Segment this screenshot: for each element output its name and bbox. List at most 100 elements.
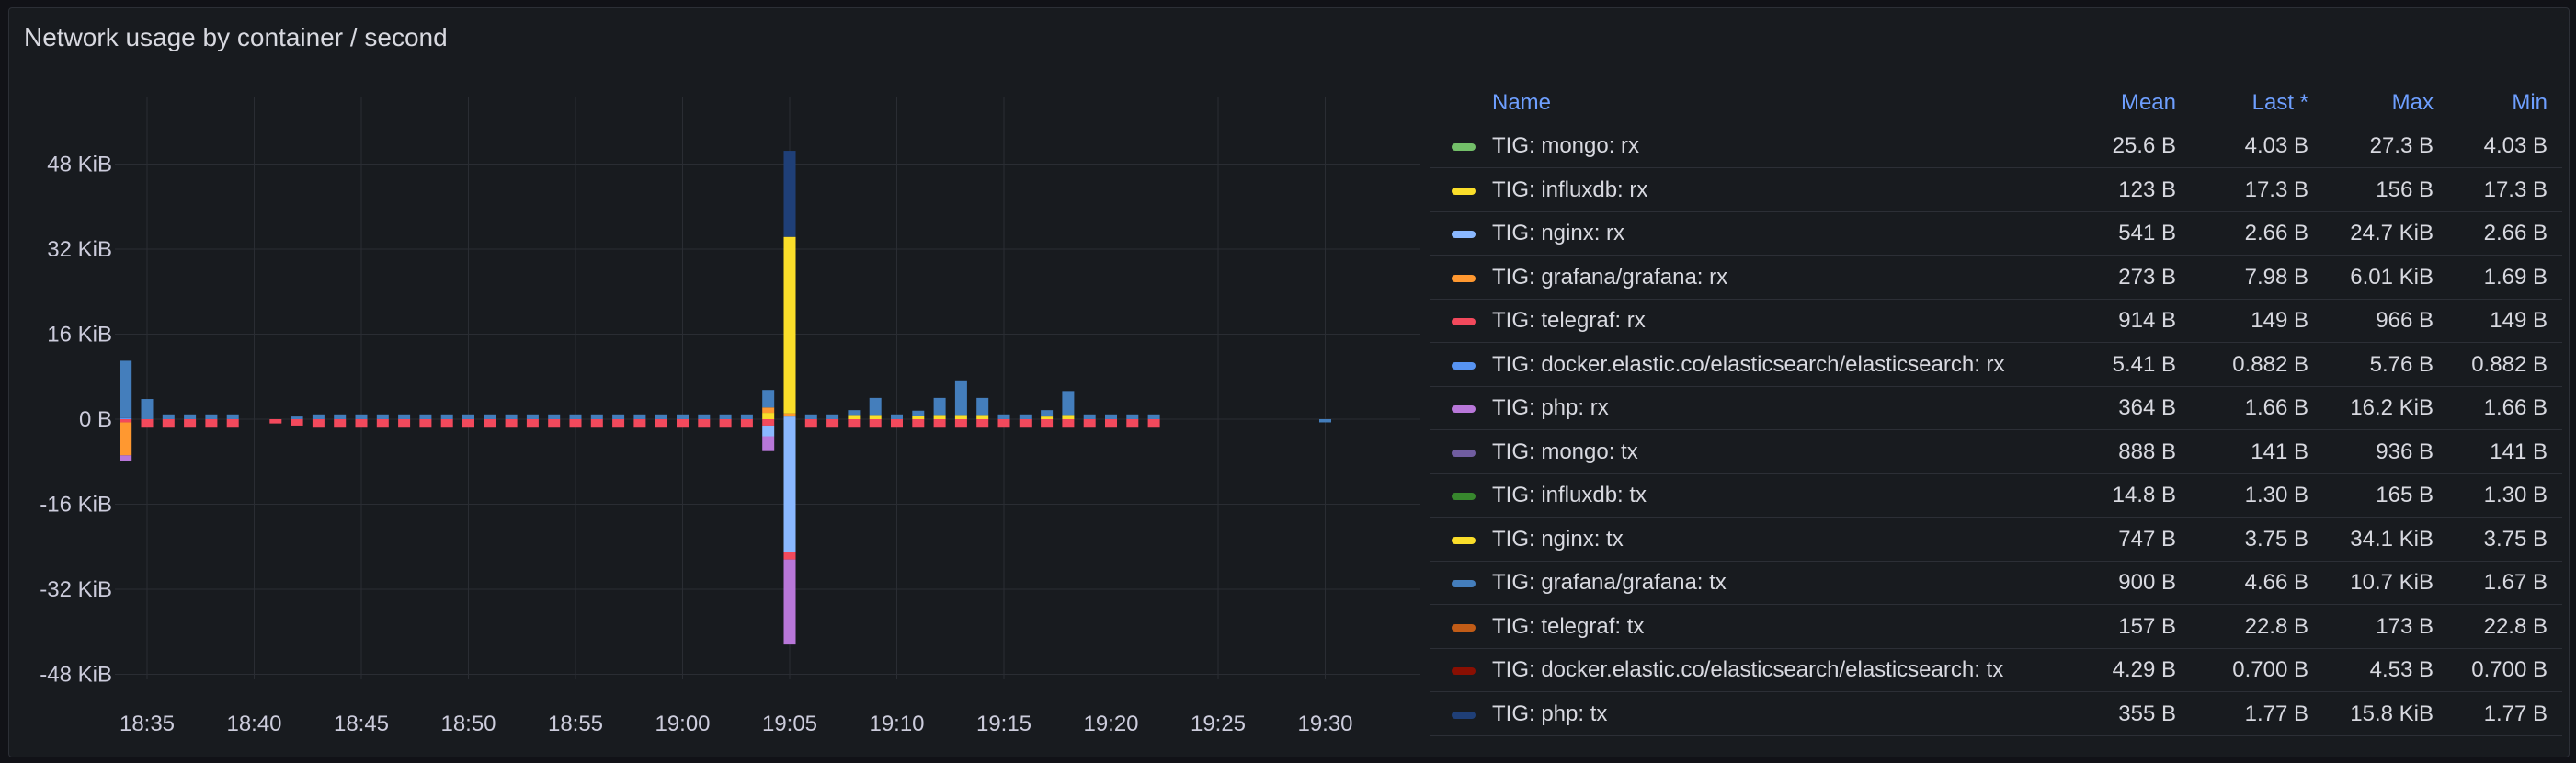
bar-segment[interactable]	[334, 414, 347, 419]
legend-header-last[interactable]: Last *	[2251, 90, 2308, 115]
series-name[interactable]: TIG: telegraf: tx	[1492, 613, 1645, 639]
bar-segment[interactable]	[1105, 419, 1117, 428]
bar-segment[interactable]	[698, 414, 711, 419]
bar-segment[interactable]	[848, 415, 861, 419]
bar-segment[interactable]	[612, 414, 625, 419]
bar-segment[interactable]	[334, 419, 347, 428]
bar-segment[interactable]	[590, 419, 603, 428]
bar-segment[interactable]	[440, 419, 453, 428]
bar-segment[interactable]	[120, 419, 132, 423]
legend-row[interactable]: TIG: nginx: tx 747 B 3.75 B 34.1 KiB 3.75 B	[1430, 518, 2562, 562]
series-name[interactable]: TIG: docker.elastic.co/elasticsearch/ela…	[1492, 657, 2004, 682]
bar-segment[interactable]	[997, 414, 1010, 419]
bar-segment[interactable]	[783, 419, 796, 552]
bar-segment[interactable]	[462, 414, 474, 419]
bar-segment[interactable]	[398, 414, 411, 419]
bar-segment[interactable]	[505, 419, 518, 428]
series-name[interactable]: TIG: mongo: rx	[1492, 133, 1640, 158]
bar-segment[interactable]	[205, 414, 218, 419]
bar-segment[interactable]	[120, 455, 132, 461]
bar-segment[interactable]	[891, 414, 903, 419]
bar-segment[interactable]	[826, 419, 839, 428]
bar-segment[interactable]	[869, 397, 882, 416]
legend-row[interactable]: TIG: mongo: rx 25.6 B 4.03 B 27.3 B 4.03 B	[1430, 125, 2562, 168]
legend-row[interactable]: TIG: influxdb: tx 14.8 B 1.30 B 165 B 1.30 B	[1430, 474, 2562, 518]
bar-segment[interactable]	[1041, 416, 1054, 419]
legend-row[interactable]: TIG: mongo: tx 888 B 141 B 936 B 141 B	[1430, 431, 2562, 474]
bar-segment[interactable]	[376, 414, 389, 419]
bar-segment[interactable]	[783, 151, 796, 237]
bar-segment[interactable]	[162, 414, 175, 419]
bar-segment[interactable]	[933, 419, 946, 428]
legend-row[interactable]: TIG: docker.elastic.co/elasticsearch/ela…	[1430, 649, 2562, 692]
series-name[interactable]: TIG: grafana/grafana: rx	[1492, 264, 1728, 290]
bar-segment[interactable]	[1062, 419, 1075, 428]
legend-row[interactable]: TIG: telegraf: tx 157 B 22.8 B 173 B 22.8 B	[1430, 606, 2562, 649]
bar-segment[interactable]	[1041, 419, 1054, 428]
bar-segment[interactable]	[740, 419, 753, 428]
bar-segment[interactable]	[891, 419, 903, 428]
bar-segment[interactable]	[762, 390, 775, 408]
bar-segment[interactable]	[526, 419, 539, 428]
bar-segment[interactable]	[526, 414, 539, 419]
bar-segment[interactable]	[1126, 414, 1139, 419]
legend-row[interactable]: TIG: nginx: rx 541 B 2.66 B 24.7 KiB 2.66 B	[1430, 212, 2562, 256]
bar-segment[interactable]	[783, 413, 796, 417]
bar-segment[interactable]	[162, 419, 175, 428]
series-name[interactable]: TIG: nginx: tx	[1492, 526, 1624, 552]
legend-row[interactable]: TIG: grafana/grafana: rx 273 B 7.98 B 6.01 …	[1430, 256, 2562, 300]
bar-segment[interactable]	[997, 419, 1010, 428]
bar-segment[interactable]	[1147, 414, 1160, 419]
bar-segment[interactable]	[1041, 410, 1054, 417]
legend-row[interactable]: TIG: grafana/grafana: tx 900 B 4.66 B 10.7 …	[1430, 562, 2562, 605]
bar-segment[interactable]	[762, 419, 775, 426]
bar-segment[interactable]	[1019, 414, 1032, 419]
series-name[interactable]: TIG: influxdb: rx	[1492, 177, 1648, 202]
bar-segment[interactable]	[655, 414, 667, 419]
bar-segment[interactable]	[783, 416, 796, 419]
bar-segment[interactable]	[954, 419, 967, 428]
bar-segment[interactable]	[655, 419, 667, 428]
bar-segment[interactable]	[184, 414, 197, 419]
bar-segment[interactable]	[954, 415, 967, 419]
bar-segment[interactable]	[804, 414, 817, 419]
bar-segment[interactable]	[120, 360, 132, 418]
bar-segment[interactable]	[783, 559, 796, 645]
series-name[interactable]: TIG: php: rx	[1492, 395, 1609, 420]
bar-segment[interactable]	[590, 414, 603, 419]
bar-segment[interactable]	[698, 419, 711, 428]
bar-segment[interactable]	[912, 419, 925, 428]
bar-segment[interactable]	[719, 419, 732, 428]
bar-segment[interactable]	[869, 419, 882, 428]
bar-segment[interactable]	[462, 419, 474, 428]
bar-segment[interactable]	[141, 399, 154, 419]
legend-row[interactable]: TIG: php: rx 364 B 1.66 B 16.2 KiB 1.66 B	[1430, 387, 2562, 430]
bar-segment[interactable]	[120, 422, 132, 456]
bar-segment[interactable]	[355, 419, 368, 428]
bar-segment[interactable]	[205, 419, 218, 428]
bar-segment[interactable]	[762, 425, 775, 437]
series-name[interactable]: TIG: docker.elastic.co/elasticsearch/ela…	[1492, 351, 2005, 377]
bar-segment[interactable]	[976, 419, 989, 428]
bar-segment[interactable]	[376, 419, 389, 428]
bar-segment[interactable]	[912, 410, 925, 416]
bar-segment[interactable]	[1083, 414, 1096, 419]
bar-segment[interactable]	[484, 414, 496, 419]
bar-segment[interactable]	[269, 419, 282, 424]
bar-segment[interactable]	[184, 419, 197, 428]
bar-segment[interactable]	[933, 415, 946, 419]
legend-row[interactable]: TIG: docker.elastic.co/elasticsearch/ela…	[1430, 344, 2562, 387]
bar-segment[interactable]	[291, 419, 303, 426]
bar-segment[interactable]	[569, 419, 582, 428]
bar-segment[interactable]	[633, 419, 646, 428]
series-name[interactable]: TIG: php: tx	[1492, 700, 1608, 726]
bar-segment[interactable]	[226, 419, 239, 428]
bar-segment[interactable]	[1062, 415, 1075, 419]
legend-header-name[interactable]: Name	[1492, 90, 1552, 115]
bar-segment[interactable]	[933, 397, 946, 416]
bar-segment[interactable]	[419, 414, 432, 419]
bar-segment[interactable]	[1126, 419, 1139, 428]
bar-segment[interactable]	[740, 414, 753, 419]
bar-segment[interactable]	[633, 414, 646, 419]
legend-header-max[interactable]: Max	[2391, 90, 2434, 115]
